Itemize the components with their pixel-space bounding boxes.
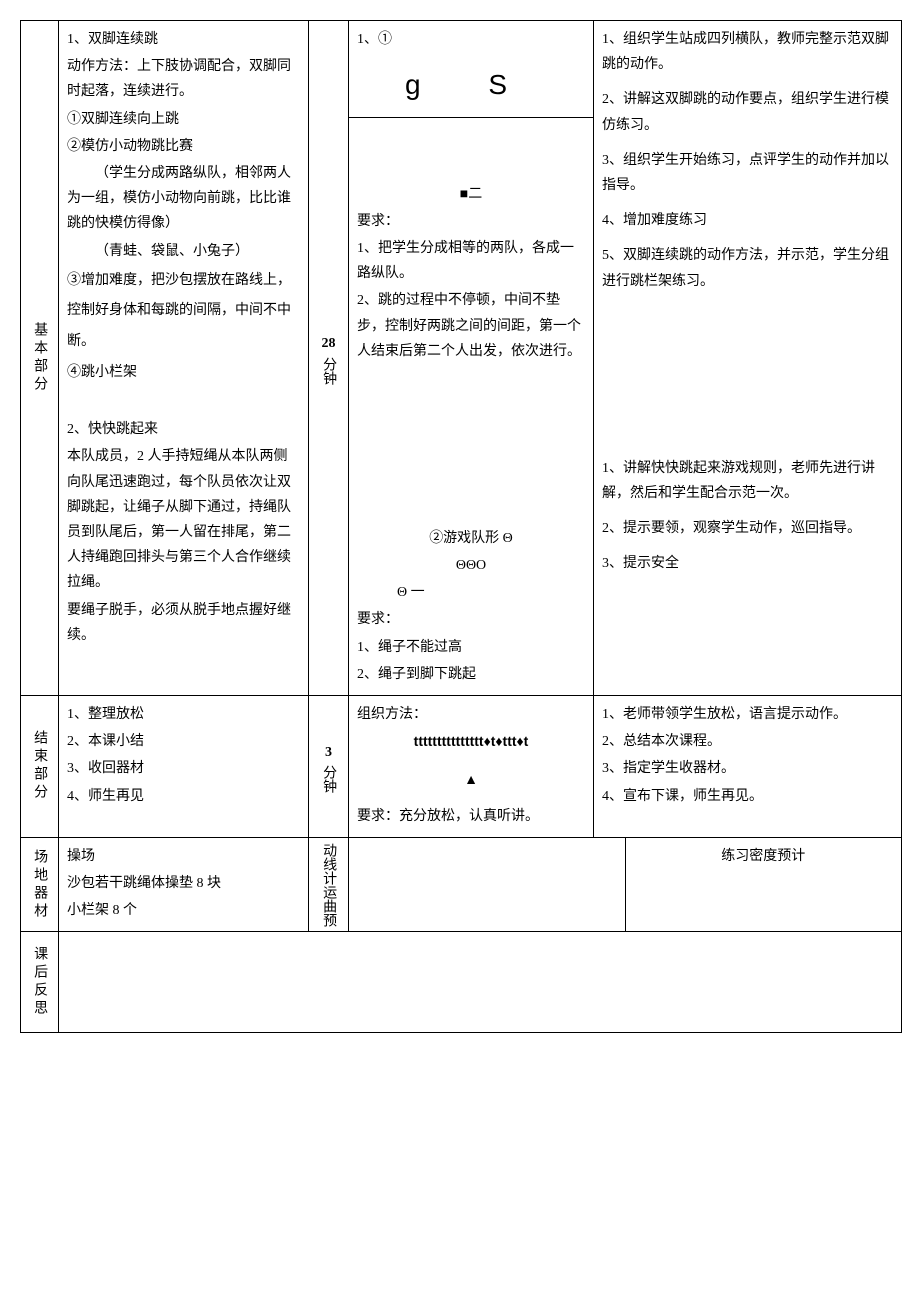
guide-end: 1、老师带领学生放松，语言提示动作。 2、总结本次课程。 3、指定学生收器材。 …: [594, 696, 901, 837]
lesson-plan-table: 基本部分 1、双脚连续跳 动作方法：上下肢协调配合，双脚同时起落，连续进行。 ①…: [20, 20, 902, 1033]
org-req-label: 要求：: [357, 209, 585, 234]
g4: 4、增加难度练习: [602, 208, 893, 233]
time-basic-unit: 分钟: [316, 357, 341, 385]
time-end-num: 3: [325, 740, 332, 765]
mid-label-equip: 动线计运曲预: [309, 838, 349, 932]
formation-icons: g S: [357, 54, 585, 112]
org-end-method: 组织方法：: [357, 702, 585, 727]
time-basic: 28分钟: [309, 21, 349, 695]
e3: 3、收回器材: [67, 756, 300, 781]
label-reflect: 课后反思: [21, 932, 59, 1032]
row-basic: 基本部分 1、双脚连续跳 动作方法：上下肢协调配合，双脚同时起落，连续进行。 ①…: [21, 21, 901, 696]
org-req2-1: 1、绳子不能过高: [357, 635, 585, 660]
ge3: 3、指定学生收器材。: [602, 756, 893, 781]
g5: 5、双脚连续跳的动作方法，并示范，学生分组进行跳栏架练习。: [602, 243, 893, 293]
time-basic-num: 28: [322, 331, 336, 356]
g3: 3、组织学生开始练习，点评学生的动作并加以指导。: [602, 148, 893, 198]
org-square: ■二: [357, 182, 585, 207]
guide-basic: 1、组织学生站成四列横队，教师完整示范双脚跳的动作。 2、讲解这双脚跳的动作要点…: [594, 21, 901, 695]
content-equip: 操场 沙包若干跳绳体操垫 8 块 小栏架 8 个: [59, 838, 309, 932]
divider: [349, 117, 593, 118]
org-end-triangle: ▲: [357, 768, 585, 793]
label-basic: 基本部分: [21, 21, 59, 695]
org-end: 组织方法： ttttttttttttttt♦t♦ttt♦t ▲ 要求：充分放松，…: [349, 696, 594, 837]
game-line2: ΘΘО: [357, 553, 585, 578]
org-req2: 2、跳的过程中不停顿，中间不垫步，控制好两跳之间的间距，第一个人结束后第二个人出…: [357, 288, 585, 364]
p1-a: ①双脚连续向上跳: [67, 107, 300, 132]
ge1: 1、老师带领学生放松，语言提示动作。: [602, 702, 893, 727]
ge4: 4、宣布下课，师生再见。: [602, 784, 893, 809]
p1-c: ③增加难度，把沙包摆放在路线上，控制好身体和每跳的间隔，中间不中断。: [67, 266, 300, 358]
row-reflect: 课后反思: [21, 932, 901, 1032]
org-end-req: 要求：充分放松，认真听讲。: [357, 804, 585, 829]
equip-chart-area: [349, 838, 626, 932]
p2-note: 要绳子脱手，必须从脱手地点握好继续。: [67, 598, 300, 648]
h3: 3、提示安全: [602, 551, 893, 576]
eq3: 小栏架 8 个: [67, 898, 300, 923]
p2-body: 本队成员，2 人手持短绳从本队两侧向队尾迅速跑过，每个队员依次让双脚跳起，让绳子…: [67, 444, 300, 595]
reflect-body: [59, 932, 901, 1032]
content-basic: 1、双脚连续跳 动作方法：上下肢协调配合，双脚同时起落，连续进行。 ①双脚连续向…: [59, 21, 309, 695]
equip-right: 练习密度预计: [349, 838, 901, 932]
p1-b-d2: （青蛙、袋鼠、小兔子）: [67, 239, 300, 264]
org-basic: 1、① g S ■二 要求： 1、把学生分成相等的两队，各成一路纵队。 2、跳的…: [349, 21, 594, 695]
p1-method: 动作方法：上下肢协调配合，双脚同时起落，连续进行。: [67, 54, 300, 104]
e4: 4、师生再见: [67, 784, 300, 809]
label-end: 结束部分: [21, 696, 59, 837]
e1: 1、整理放松: [67, 702, 300, 727]
time-end-unit: 分钟: [316, 765, 341, 793]
org-end-symbols: ttttttttttttttt♦t♦ttt♦t: [357, 729, 585, 754]
p1-title: 1、双脚连续跳: [67, 27, 300, 52]
time-end: 3分钟: [309, 696, 349, 837]
p1-b: ②模仿小动物跳比赛: [67, 134, 300, 159]
content-end: 1、整理放松 2、本课小结 3、收回器材 4、师生再见: [59, 696, 309, 837]
g1: 1、组织学生站成四列横队，教师完整示范双脚跳的动作。: [602, 27, 893, 77]
p1-b-d1: （学生分成两路纵队，相邻两人为一组，模仿小动物向前跳，比比谁跳的快模仿得像）: [67, 161, 300, 237]
eq1: 操场: [67, 844, 300, 869]
org-req2-label: 要求：: [357, 607, 585, 632]
h1: 1、讲解快快跳起来游戏规则，老师先进行讲解，然后和学生配合示范一次。: [602, 456, 893, 506]
equip-density-label: 练习密度预计: [626, 838, 902, 932]
row-end: 结束部分 1、整理放松 2、本课小结 3、收回器材 4、师生再见 3分钟 组织方…: [21, 696, 901, 838]
ge2: 2、总结本次课程。: [602, 729, 893, 754]
eq2: 沙包若干跳绳体操垫 8 块: [67, 871, 300, 896]
game-line1: ②游戏队形 Θ: [357, 526, 585, 551]
p1-d: ④跳小栏架: [67, 360, 300, 385]
org-req1: 1、把学生分成相等的两队，各成一路纵队。: [357, 236, 585, 286]
game-line3: Θ 一: [357, 580, 585, 605]
label-equip: 场地器材: [21, 838, 59, 932]
e2: 2、本课小结: [67, 729, 300, 754]
row-equip: 场地器材 操场 沙包若干跳绳体操垫 8 块 小栏架 8 个 动线计运曲预 练习密…: [21, 838, 901, 933]
h2: 2、提示要领，观察学生动作，巡回指导。: [602, 516, 893, 541]
org-top: 1、①: [357, 27, 585, 52]
g2: 2、讲解这双脚跳的动作要点，组织学生进行模仿练习。: [602, 87, 893, 137]
p2-title: 2、快快跳起来: [67, 417, 300, 442]
org-req2-2: 2、绳子到脚下跳起: [357, 662, 585, 687]
